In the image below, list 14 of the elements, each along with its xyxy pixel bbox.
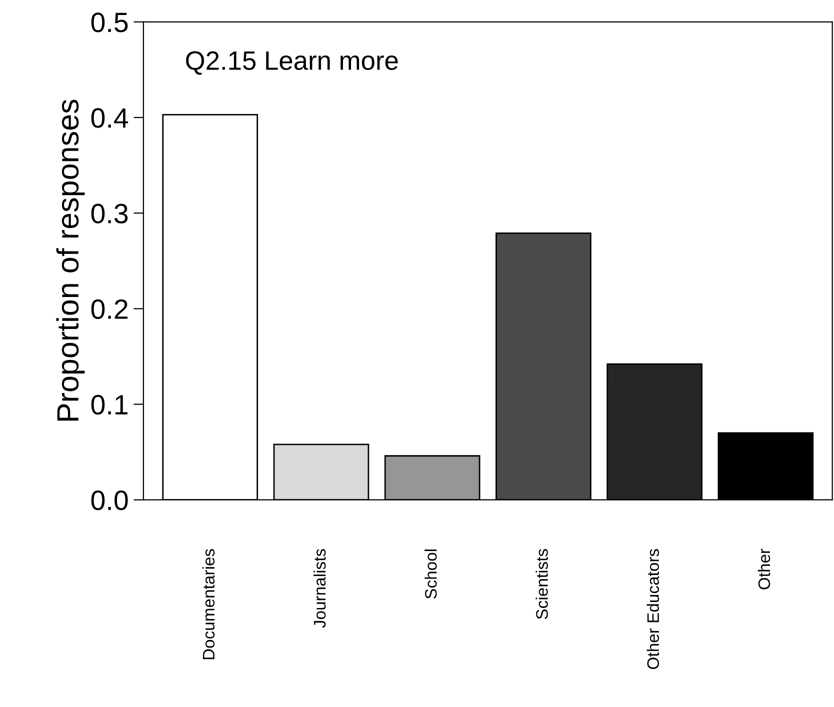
y-tick-label: 0.1 (91, 394, 128, 415)
text: Q2.15 Learn more (186, 51, 398, 75)
x-tick-label: Journalists (313, 549, 326, 628)
y-tick-label: 0.3 (91, 204, 128, 224)
x-tick-label: Other Educators (646, 549, 660, 670)
x-tick-label: Documentaries (202, 549, 215, 660)
y-tick-label: 0.4 (91, 108, 128, 128)
x-tick-label: School (424, 550, 437, 599)
y-tick-label: 0.2 (91, 299, 128, 320)
y-axis-title: Proportion of responses (56, 100, 85, 421)
x-tick-label: Other (758, 548, 770, 590)
y-tick-label: 0.5 (91, 12, 128, 32)
y-tick-label: 0.0 (91, 490, 128, 510)
x-tick-label: Scientists (536, 549, 548, 620)
